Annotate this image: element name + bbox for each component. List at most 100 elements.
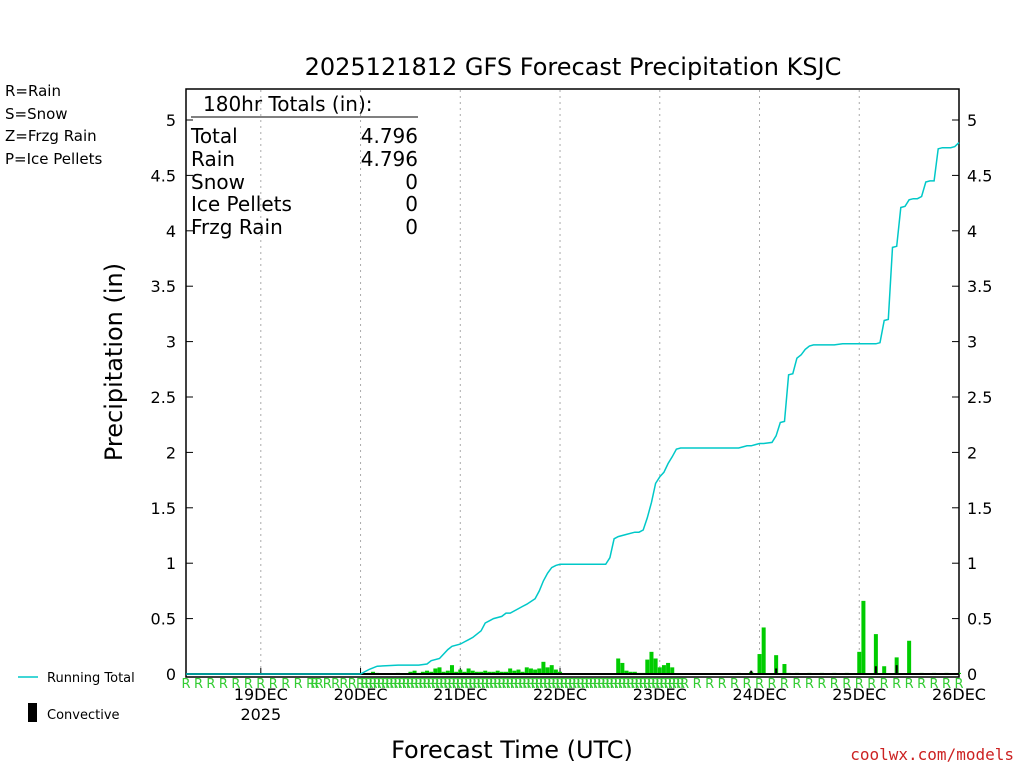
precip-type-marker: R <box>535 677 544 692</box>
precip-type-marker: R <box>206 677 215 692</box>
precip-type-marker: R <box>323 677 332 692</box>
precip-type-marker: R <box>601 677 610 692</box>
precip-type-markers: R R R R R R R R R R RRR R R R R RRRRRRRRRRRRRRRRRRRRRRR… <box>181 677 963 692</box>
totals-label-frzg-rain: Frzg Rain <box>191 215 283 239</box>
y-tick-label-left-8: 4 <box>166 222 176 241</box>
precip-type-marker: R <box>580 677 589 692</box>
precip-type-marker: R <box>522 677 531 692</box>
precip-bar <box>657 667 662 674</box>
precip-bar <box>907 640 912 674</box>
precip-type-marker: R <box>389 677 398 692</box>
y-tick-label-left-4: 2 <box>166 443 176 462</box>
x-tick-label-7: 26DEC <box>932 685 986 704</box>
y-tick-label-right-3: 1.5 <box>967 499 992 518</box>
precip-type-marker: R <box>468 677 477 692</box>
precip-type-marker: R <box>560 677 569 692</box>
precip-bar <box>516 669 521 674</box>
series-legend: Running Total Convective <box>18 671 135 723</box>
precip-type-marker: R <box>647 677 656 692</box>
precip-type-marker: R <box>526 677 535 692</box>
convective-bar <box>895 665 898 674</box>
precip-type-marker: R <box>564 677 573 692</box>
convective-bar <box>874 666 877 674</box>
y-tick-label-right-2: 1 <box>967 554 977 573</box>
precip-type-marker: R <box>547 677 556 692</box>
precip-bar <box>449 665 454 674</box>
precip-type-marker: R <box>418 677 427 692</box>
precip-type-marker: R <box>664 677 673 692</box>
precip-type-marker: R <box>410 677 419 692</box>
precip-bar <box>483 670 488 674</box>
precip-type-marker: R <box>406 677 415 692</box>
precip-bar <box>882 666 887 674</box>
x-tick-label-5: 24DEC <box>733 685 787 704</box>
y-tick-label-right-9: 4.5 <box>967 166 992 185</box>
convective-bar <box>750 670 753 674</box>
precip-type-marker: R <box>414 677 423 692</box>
precip-bar <box>545 667 550 674</box>
precip-bar <box>470 670 475 674</box>
precip-type-marker: R <box>651 677 660 692</box>
precip-bar <box>425 670 430 674</box>
precip-type-marker: R <box>181 677 190 692</box>
precip-bar <box>462 671 467 674</box>
precip-type-marker: R <box>556 677 565 692</box>
precip-bar <box>861 600 866 674</box>
precip-type-marker: R <box>880 677 889 692</box>
precip-type-marker: R <box>905 677 914 692</box>
precip-type-marker: R <box>269 677 278 692</box>
precip-type-marker: R <box>817 677 826 692</box>
gridlines <box>260 90 860 674</box>
precip-type-marker: R <box>593 677 602 692</box>
precip-type-marker: R <box>360 677 369 692</box>
precip-type-marker: R <box>676 677 685 692</box>
precip-bar <box>628 671 633 674</box>
precip-type-marker: R <box>755 677 764 692</box>
precip-bar <box>533 669 538 674</box>
convective-bars <box>750 665 898 674</box>
precip-bar <box>632 671 637 674</box>
precip-bar <box>508 668 513 674</box>
precip-type-marker: R <box>705 677 714 692</box>
x-tick-sublabel-0: 2025 <box>240 705 281 724</box>
precip-type-marker: R <box>792 677 801 692</box>
precip-type-marker: R <box>693 677 702 692</box>
totals-header: 180hr Totals (in): <box>203 92 373 116</box>
precip-type-marker: R <box>281 677 290 692</box>
precip-bar <box>653 658 658 674</box>
y-tick-label-left-9: 4.5 <box>151 166 176 185</box>
precip-type-marker: R <box>423 677 432 692</box>
precip-type-marker: R <box>842 677 851 692</box>
precip-type-marker: R <box>672 677 681 692</box>
precip-type-marker: R <box>730 677 739 692</box>
precip-type-marker: R <box>431 677 440 692</box>
x-axis-title: Forecast Time (UTC) <box>391 736 633 764</box>
precip-type-marker: R <box>643 677 652 692</box>
precip-bars <box>366 600 961 674</box>
precip-type-marker: R <box>954 677 963 692</box>
precip-bar <box>487 671 492 674</box>
precip-bar <box>412 670 417 674</box>
y-tick-label-right-6: 3 <box>967 333 977 352</box>
precip-type-marker: R <box>634 677 643 692</box>
precip-bar <box>441 671 446 674</box>
precip-bar <box>466 668 471 674</box>
totals-value-snow: 0 <box>405 170 418 194</box>
precip-type-marker: R <box>497 677 506 692</box>
precip-type-marker: R <box>930 677 939 692</box>
y-tick-label-left-2: 1 <box>166 554 176 573</box>
plot-frame <box>185 88 960 678</box>
precip-type-legend: R=Rain S=Snow Z=Frzg Rain P=Ice Pellets <box>5 82 102 168</box>
precip-bar <box>620 662 625 674</box>
x-tick-label-3: 22DEC <box>533 685 587 704</box>
precip-type-marker: R <box>805 677 814 692</box>
precip-type-marker: R <box>514 677 523 692</box>
precip-type-marker: R <box>630 677 639 692</box>
precip-bar <box>499 671 504 674</box>
x-tick-label-2: 21DEC <box>433 685 487 704</box>
precip-bar <box>873 634 878 674</box>
precip-type-marker: R <box>447 677 456 692</box>
precip-bar <box>670 667 675 674</box>
totals-value-frzg-rain: 0 <box>405 215 418 239</box>
